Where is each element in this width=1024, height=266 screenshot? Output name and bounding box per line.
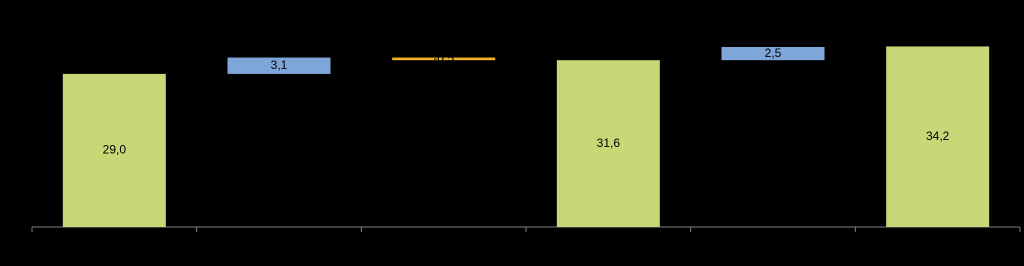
value-label: 2,5 [765,46,782,60]
bar [886,46,990,228]
bar [392,57,496,61]
bar [556,60,660,227]
value-label: -0,5 [433,51,454,65]
bar [227,57,331,74]
value-label: 29,0 [103,143,127,157]
bar [721,46,825,61]
value-label: 34,2 [926,129,950,143]
bar [62,73,166,227]
value-label: 31,6 [597,136,621,150]
value-label: 3,1 [271,58,288,72]
